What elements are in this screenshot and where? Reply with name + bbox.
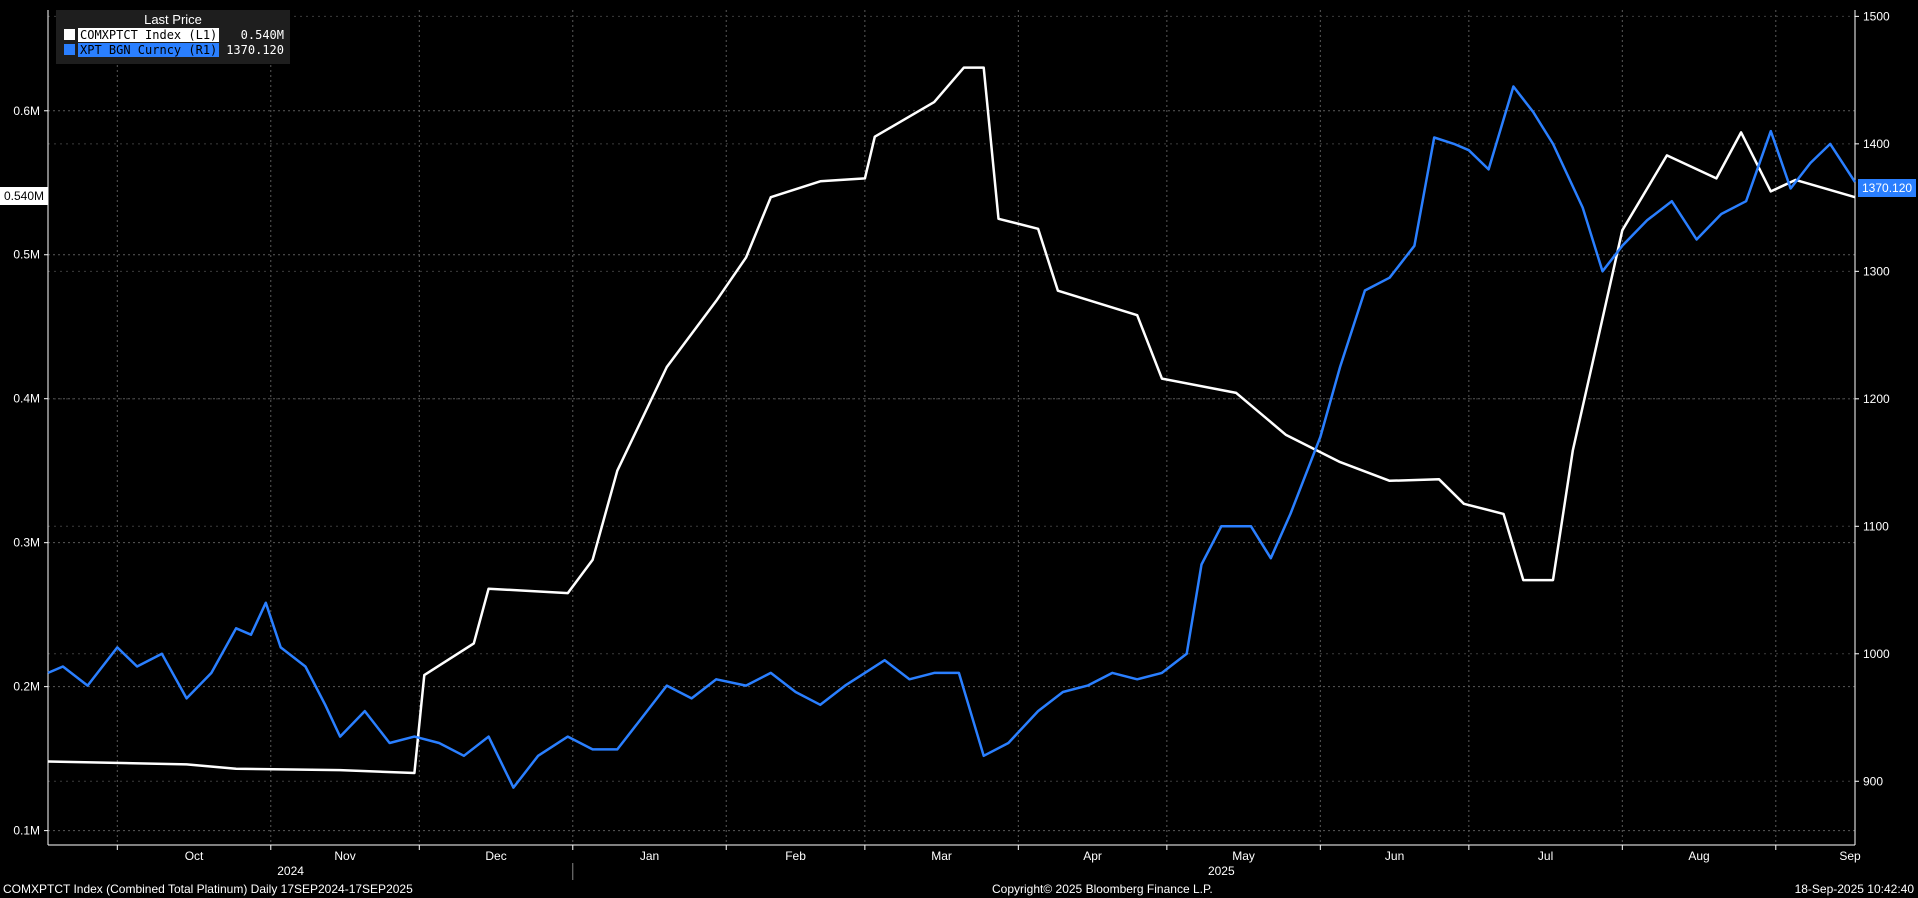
x-axis-month-label: Apr xyxy=(1083,849,1102,863)
left-axis-tick-label: 0.4M xyxy=(13,392,40,406)
x-axis-month-label: May xyxy=(1232,849,1255,863)
right-axis-tick-label: 1200 xyxy=(1863,392,1890,406)
footer-center: Copyright© 2025 Bloomberg Finance L.P. xyxy=(992,882,1213,896)
x-axis-year-label: 2025 xyxy=(1208,864,1235,878)
x-axis-month-label: Nov xyxy=(334,849,355,863)
x-axis-month-label: Oct xyxy=(185,849,204,863)
x-axis-year-label: 2024 xyxy=(277,864,304,878)
legend-swatch-white xyxy=(64,29,75,40)
footer-left: COMXPTCT Index (Combined Total Platinum)… xyxy=(3,882,413,896)
right-axis-tick-label: 1300 xyxy=(1863,264,1890,278)
axes: 0.1M 0.2M 0.3M 0.4M 0.5M 0.6M 900 1000 1100 1200 1… xyxy=(13,9,1890,880)
legend-item-comxptct[interactable]: COMXPTCT Index (L1) 0.540M xyxy=(56,27,290,42)
legend-item-value: 0.540M xyxy=(240,27,284,42)
x-axis-month-label: Jan xyxy=(640,849,659,863)
legend-item-label: COMXPTCT Index (L1) xyxy=(78,27,220,42)
last-value-tag-right: 1370.120 xyxy=(1858,179,1917,197)
legend: Last Price COMXPTCT Index (L1) 0.540M XP… xyxy=(56,10,290,64)
left-axis-tick-label: 0.5M xyxy=(13,248,40,262)
legend-item-xpt[interactable]: XPT BGN Curncy (R1) 1370.120 xyxy=(56,42,290,57)
right-axis-tick-label: 1000 xyxy=(1863,647,1890,661)
x-axis-month-label: Jun xyxy=(1385,849,1404,863)
last-value-tag-left: 0.540M xyxy=(0,187,49,205)
legend-title: Last Price xyxy=(144,12,202,27)
x-axis-month-label: Feb xyxy=(785,849,806,863)
left-axis-tick-label: 0.1M xyxy=(13,824,40,838)
right-axis-tick-label: 1500 xyxy=(1863,9,1890,23)
left-axis-tick-label: 0.6M xyxy=(13,104,40,118)
x-axis-month-label: Dec xyxy=(485,849,506,863)
legend-item-label: XPT BGN Curncy (R1) xyxy=(78,42,220,57)
series-lines xyxy=(47,66,1857,789)
legend-swatch-blue xyxy=(64,44,75,55)
series-line-comxptct-index xyxy=(47,66,1856,775)
x-axis-month-label: Aug xyxy=(1688,849,1709,863)
footer-right: 18-Sep-2025 10:42:40 xyxy=(1794,882,1914,896)
left-axis-tick-label: 0.3M xyxy=(13,536,40,550)
right-axis-tick-label: 1400 xyxy=(1863,137,1890,151)
grid-lines xyxy=(48,10,1855,845)
x-axis-month-label: Jul xyxy=(1538,849,1553,863)
right-axis-tick-label: 1100 xyxy=(1863,519,1889,533)
left-axis-tick-label: 0.2M xyxy=(13,680,40,694)
legend-item-value: 1370.120 xyxy=(226,42,284,57)
right-axis-tick-label: 900 xyxy=(1863,774,1883,788)
x-axis-month-label: Sep xyxy=(1839,849,1861,863)
series-line-xpt-bgn-curncy xyxy=(47,85,1857,789)
x-axis-month-label: Mar xyxy=(931,849,952,863)
